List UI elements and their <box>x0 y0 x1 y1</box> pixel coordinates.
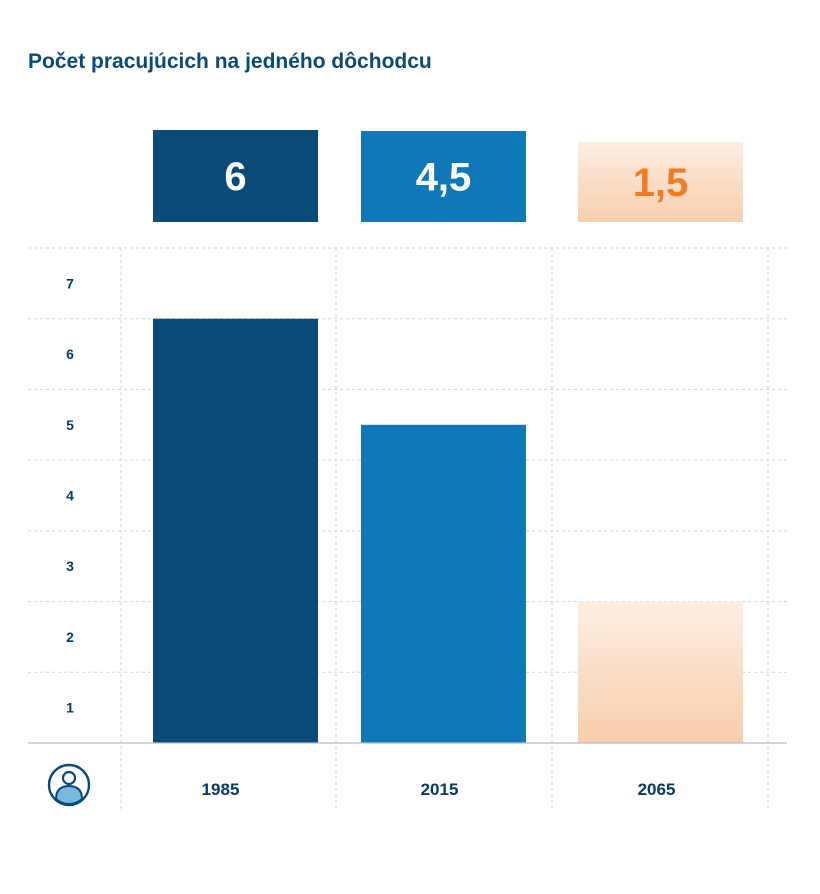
person-icon <box>47 763 91 807</box>
x-label-2065: 2065 <box>638 780 676 799</box>
page-title: Počet pracujúcich na jedného dôchodcu <box>28 50 432 73</box>
value-label-2065: 1,5 <box>633 161 689 205</box>
y-tick-label: 1 <box>66 700 74 716</box>
bar-1985 <box>153 318 318 743</box>
value-label-2015: 4,5 <box>416 156 472 200</box>
y-tick-label: 5 <box>66 417 74 433</box>
value-boxes: 6 4,5 1,5 <box>153 130 743 222</box>
x-label-1985: 1985 <box>202 780 240 799</box>
value-box-2015 <box>361 131 526 222</box>
y-tick-label: 6 <box>66 346 74 362</box>
y-tick-label: 2 <box>66 629 74 645</box>
x-axis-labels: 1985 2015 2065 <box>202 780 676 799</box>
bar-2065 <box>578 601 743 743</box>
bar-2015 <box>361 424 526 743</box>
value-box-1985 <box>153 130 318 222</box>
bars <box>153 318 743 743</box>
y-tick-label: 7 <box>66 275 74 291</box>
x-label-2015: 2015 <box>421 780 459 799</box>
value-label-1985: 6 <box>224 155 246 199</box>
y-axis-ticks: 1 2 3 4 5 6 7 <box>66 275 74 715</box>
value-box-2065 <box>578 142 743 222</box>
y-tick-label: 4 <box>66 488 74 504</box>
y-tick-label: 3 <box>66 558 74 574</box>
